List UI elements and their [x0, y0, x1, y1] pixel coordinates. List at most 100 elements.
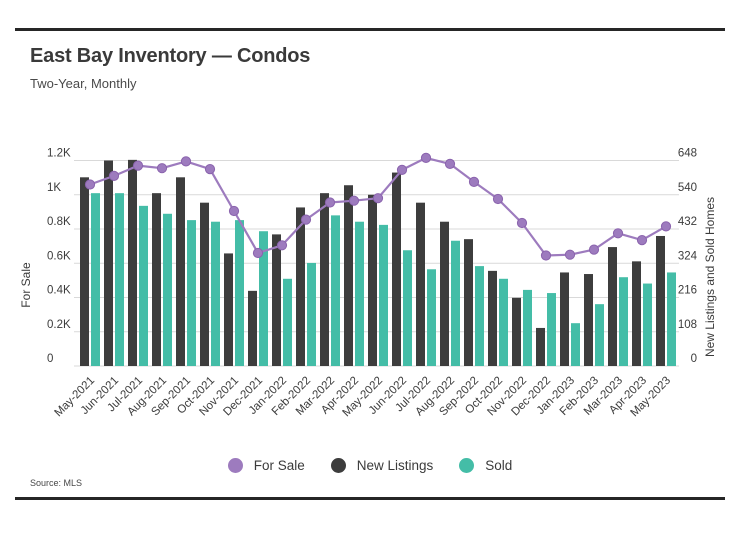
new-listings-bar: [536, 327, 545, 366]
sold-bar: [667, 272, 676, 366]
new-listings-bar: [560, 272, 569, 366]
left-axis-title: For Sale: [19, 262, 33, 308]
legend-label: Sold: [485, 457, 513, 473]
left-axis-tick-label: 0.2K: [47, 319, 71, 331]
legend-item-new-listings: New Listings: [330, 457, 434, 473]
right-axis-tick-label: 0: [691, 353, 697, 365]
new-listings-bar: [632, 261, 641, 366]
right-axis-tick-label: 648: [678, 148, 697, 160]
source-note: Source: MLS: [30, 478, 83, 488]
sold-bar: [523, 289, 532, 366]
for-sale-point: [444, 158, 456, 169]
for-sale-point: [564, 249, 576, 260]
right-axis-tick-label: 324: [678, 250, 698, 262]
sold-bar: [475, 266, 484, 366]
new-listings-bar: [152, 193, 161, 366]
new-listings-bar: [608, 247, 617, 366]
left-axis-tick-label: 1.2K: [47, 148, 71, 160]
for-sale-point: [636, 235, 648, 246]
new-listings-bar: [80, 177, 89, 366]
for-sale-point: [180, 156, 192, 167]
page-title: East Bay Inventory — Condos: [30, 45, 311, 67]
new-listings-bar: [296, 207, 305, 366]
for-sale-point: [300, 214, 312, 225]
legend-dot-icon: [459, 457, 475, 473]
left-axis-tick-label: 0.8K: [47, 216, 71, 228]
sold-bar: [403, 250, 412, 366]
for-sale-point: [324, 197, 336, 208]
new-listings-bar: [584, 274, 593, 366]
new-listings-bar: [656, 235, 665, 366]
for-sale-point: [540, 250, 552, 261]
for-sale-point: [204, 164, 216, 175]
sold-bar: [619, 277, 628, 366]
for-sale-point: [372, 193, 384, 204]
top-divider: [15, 28, 725, 31]
new-listings-bar: [368, 194, 377, 366]
sold-bar: [643, 283, 652, 366]
sold-bar: [355, 221, 364, 366]
legend-dot-icon: [330, 457, 346, 473]
sold-bar: [211, 221, 220, 366]
sold-bar: [427, 269, 436, 366]
new-listings-bar: [464, 239, 473, 366]
chart-plot-area: 0 0 0.2K 108 0.4K 216 0.6K 324 0.8K 432 1K 540 1.2K 6…: [19, 148, 717, 420]
for-sale-point: [156, 163, 168, 174]
for-sale-point: [420, 152, 432, 163]
for-sale-point: [84, 179, 96, 190]
left-axis-tick-label: 0.6K: [47, 250, 71, 262]
right-axis-tick-label: 108: [678, 319, 697, 331]
for-sale-point: [348, 195, 360, 206]
left-axis-tick-label: 0: [47, 353, 53, 365]
for-sale-point: [252, 247, 264, 259]
new-listings-bar: [224, 253, 233, 366]
page-subtitle: Two-Year, Monthly: [30, 76, 137, 91]
sold-bar: [259, 231, 268, 366]
left-axis-tick-label: 0.4K: [47, 285, 71, 297]
sold-bar: [571, 323, 580, 366]
chart-legend: For Sale New Listings Sold: [0, 452, 740, 478]
for-sale-point: [132, 160, 144, 171]
bottom-divider: [15, 497, 725, 500]
legend-dot-icon: [227, 457, 243, 473]
new-listings-bar: [104, 160, 113, 366]
for-sale-point: [492, 193, 504, 205]
legend-item-for-sale: For Sale: [227, 457, 305, 473]
for-sale-point: [660, 221, 672, 232]
for-sale-point: [276, 240, 288, 251]
sold-bar: [379, 224, 388, 366]
for-sale-point: [516, 217, 528, 229]
sold-bar: [283, 278, 292, 366]
new-listings-bar: [392, 172, 401, 366]
sold-bar: [235, 220, 244, 366]
for-sale-point: [228, 205, 240, 217]
sold-bar: [187, 220, 196, 366]
sold-bar: [451, 240, 460, 366]
new-listings-bar: [248, 290, 257, 366]
sold-bar: [139, 205, 148, 366]
sold-bar: [499, 278, 508, 366]
right-axis-title: New Listings and Sold Homes: [703, 197, 717, 357]
for-sale-point: [468, 176, 480, 187]
legend-item-sold: Sold: [459, 457, 513, 473]
new-listings-bar: [488, 270, 497, 366]
new-listings-bar: [176, 177, 185, 366]
new-listings-bar: [200, 202, 209, 366]
new-listings-bar: [416, 202, 425, 366]
sold-bar: [595, 304, 604, 366]
for-sale-point: [612, 228, 624, 239]
new-listings-bar: [512, 297, 521, 366]
new-listings-bar: [272, 234, 281, 366]
new-listings-bar: [128, 159, 137, 366]
sold-bar: [91, 193, 100, 366]
new-listings-bar: [344, 185, 353, 366]
legend-label: New Listings: [356, 457, 434, 473]
sold-bar: [115, 193, 124, 366]
sold-bar: [547, 293, 556, 366]
right-axis-tick-label: 540: [678, 182, 697, 194]
sold-bar: [163, 213, 172, 366]
new-listings-bar: [440, 221, 449, 366]
sold-bar: [331, 215, 340, 366]
right-axis-tick-label: 432: [678, 216, 697, 228]
